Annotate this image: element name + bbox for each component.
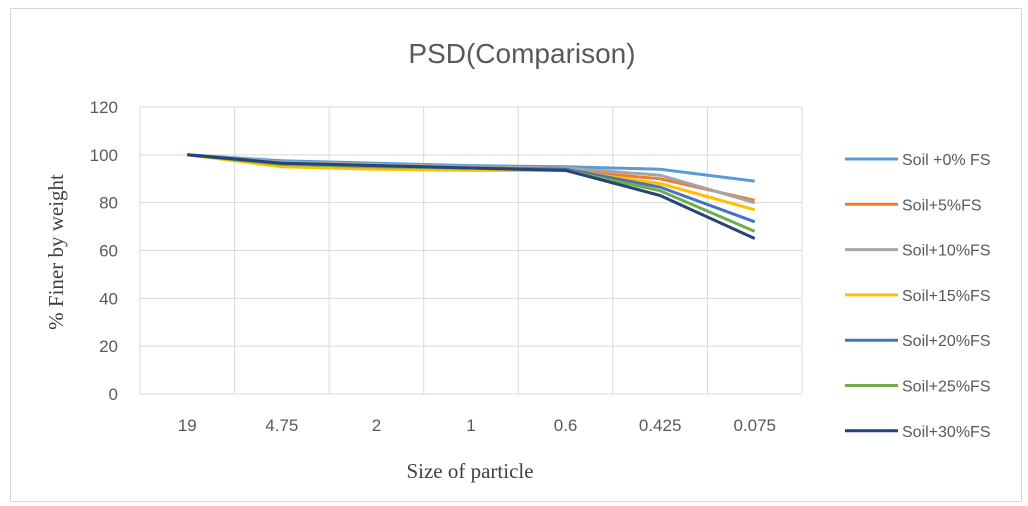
legend: Soil +0% FS Soil+5%FS Soil+10%FS Soil+15%FS… [845,152,991,441]
y-axis-title: % Finer by weight [44,174,68,330]
legend-label-6: Soil+25%FS [902,379,991,396]
chart-frame [10,8,1022,502]
y-tick-label: 20 [99,337,118,356]
x-axis-ticks: 19 4.75 2 1 0.6 0.425 0.075 [178,416,776,435]
x-tick-label: 0.425 [639,416,682,435]
x-tick-label: 19 [178,416,197,435]
y-tick-label: 0 [109,385,118,404]
y-tick-label: 120 [90,98,118,117]
legend-label-3: Soil+10%FS [902,243,991,260]
legend-label-1: Soil +0% FS [902,152,990,169]
x-tick-label: 4.75 [265,416,298,435]
chart-title: PSD(Comparison) [408,38,635,69]
series-line-7 [187,153,756,240]
x-tick-label: 2 [372,416,381,435]
x-axis-title: Size of particle [406,459,533,483]
legend-label-7: Soil+30%FS [902,424,991,441]
gridlines [139,106,803,395]
y-tick-label: 80 [99,194,118,213]
y-tick-label: 40 [99,289,118,308]
legend-label-2: Soil+5%FS [902,197,982,214]
x-tick-label: 0.075 [733,416,776,435]
y-axis-ticks: 0 20 40 60 80 100 120 [90,98,118,404]
x-tick-label: 0.6 [554,416,578,435]
plot-area [187,153,756,240]
x-tick-label: 1 [466,416,475,435]
y-tick-label: 60 [99,242,118,261]
series-line-4 [187,153,756,212]
y-tick-label: 100 [90,146,118,165]
legend-label-4: Soil+15%FS [902,288,991,305]
legend-label-5: Soil+20%FS [902,333,991,350]
